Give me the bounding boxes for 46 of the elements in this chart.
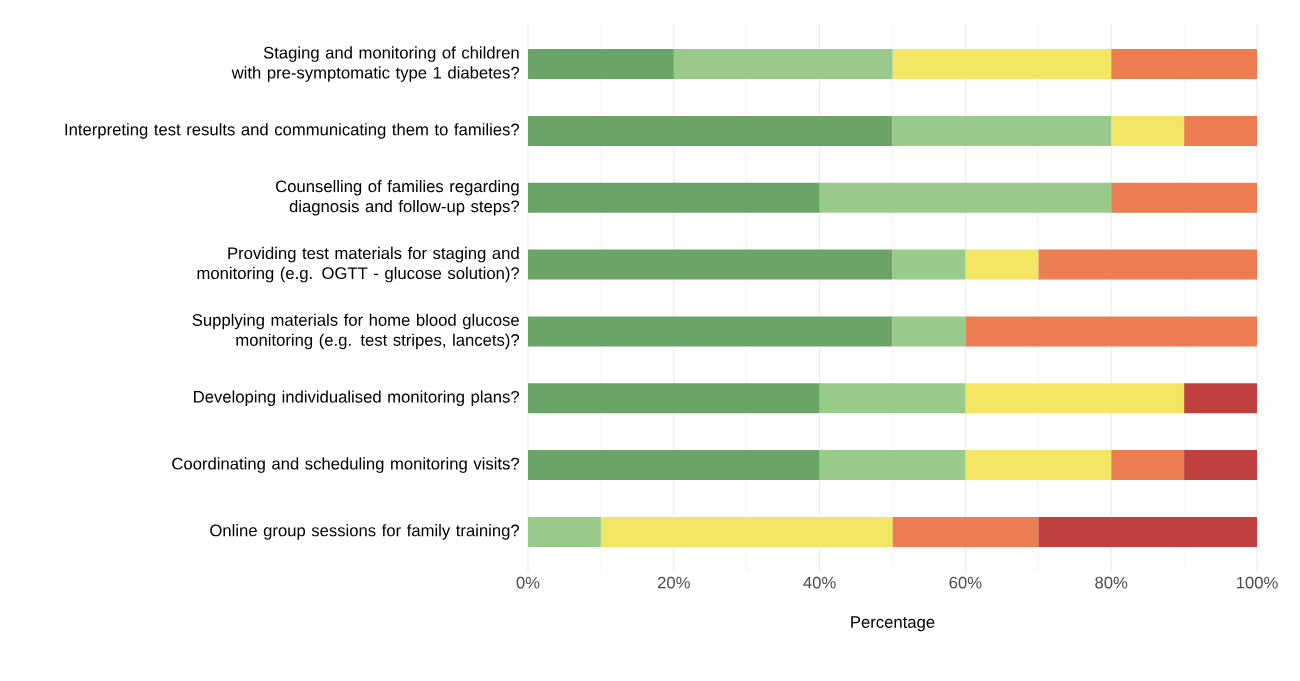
bar xyxy=(528,49,674,80)
bar xyxy=(892,49,1112,80)
bar xyxy=(892,316,966,347)
bar xyxy=(819,450,966,481)
bar xyxy=(1184,383,1257,414)
bar xyxy=(1184,450,1257,481)
bar xyxy=(528,249,893,280)
y-tick-label: Online group sessions for family training? xyxy=(210,524,520,540)
y-tick-label: Providing test materials for staging and monitoring (e.g. OGTT - glucose solution)? xyxy=(197,246,520,283)
bar xyxy=(965,316,1257,347)
x-tick-label: 100% xyxy=(1236,576,1278,589)
bar xyxy=(528,182,820,213)
bar xyxy=(528,383,820,414)
y-tick-label: Interpreting test results and communicating them to families? xyxy=(65,123,520,139)
bar xyxy=(528,516,601,547)
bar xyxy=(1038,249,1257,280)
bar xyxy=(819,182,1112,213)
x-tick-label: 60% xyxy=(949,576,982,589)
y-tick-label: Developing individualised monitoring plans? xyxy=(194,390,520,406)
x-tick-label: 80% xyxy=(1095,576,1128,589)
bar xyxy=(673,49,893,80)
bar xyxy=(1111,450,1185,481)
x-tick-label: 40% xyxy=(803,576,836,589)
bar xyxy=(965,383,1185,414)
bar xyxy=(892,516,1039,547)
x-tick-label: 20% xyxy=(657,576,690,589)
bar xyxy=(1111,115,1185,146)
bar xyxy=(528,115,893,146)
bar xyxy=(965,249,1039,280)
y-tick-label: Staging and monitoring of children with pre-symptomatic type 1 diabetes? xyxy=(231,46,520,82)
bar xyxy=(1184,115,1257,146)
bar xyxy=(1111,49,1257,80)
bar xyxy=(819,383,966,414)
bar xyxy=(600,516,893,547)
bar xyxy=(1038,516,1257,547)
bar xyxy=(892,249,966,280)
y-tick-label: Coordinating and scheduling monitoring visits? xyxy=(172,457,520,473)
bar xyxy=(1111,182,1257,213)
x-tick-label: 0% xyxy=(516,576,540,589)
y-tick-label: Supplying materials for home blood glucose monitoring (e.g. test stripes, lancets)? xyxy=(192,313,520,350)
bar xyxy=(892,115,1112,146)
bar xyxy=(965,450,1112,481)
x-axis-title: Percentage xyxy=(851,616,935,632)
bar xyxy=(528,316,893,347)
bar xyxy=(528,450,820,481)
y-tick-label: Counselling of families regarding diagnosis and follow-up steps? xyxy=(276,179,520,216)
